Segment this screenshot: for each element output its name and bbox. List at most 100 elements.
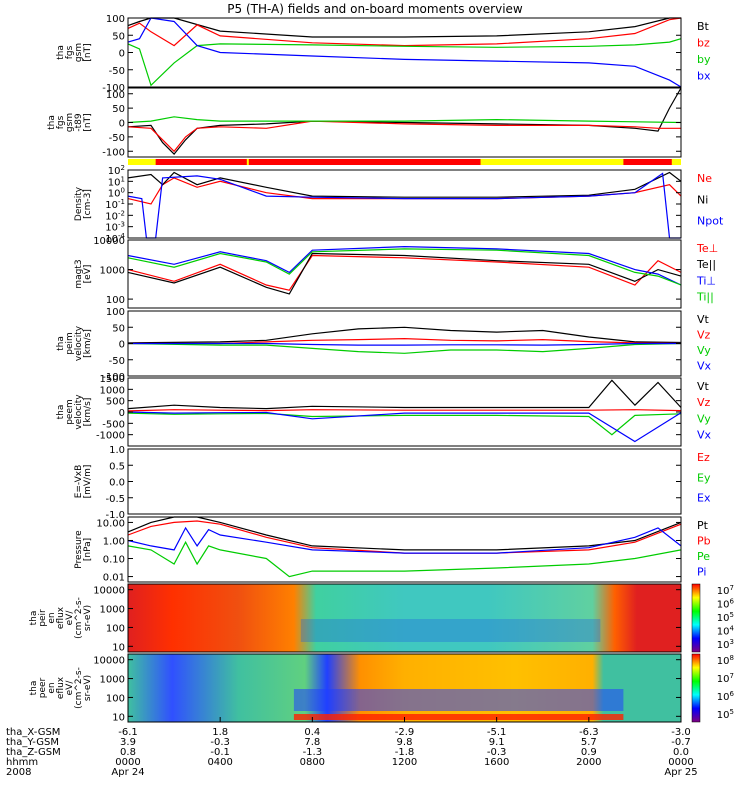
y-label-line: peir (38, 609, 48, 627)
legend-Vz: Vz (697, 328, 711, 341)
legend-bz: bz (697, 36, 710, 49)
x-tick-label: Apr 24 (111, 767, 144, 778)
legend-Vt: Vt (697, 380, 710, 393)
x-tick-label: -6.1 (118, 727, 138, 738)
series-line (127, 245, 682, 286)
panel-frame (127, 239, 682, 309)
x-tick-label: 0.0 (673, 747, 689, 758)
y-label-line: tha (29, 681, 39, 696)
series-line (127, 379, 682, 410)
series-line (127, 248, 682, 286)
y-tick-label: 100 (106, 295, 125, 306)
y-label-line: eV/ (65, 610, 75, 626)
x-tick-label: Apr 25 (664, 767, 697, 778)
y-tick-label: 0 (119, 49, 125, 60)
y-label-line: gsm (65, 113, 75, 132)
y-label-line: eV/ (65, 680, 75, 696)
series-line (127, 177, 682, 205)
legend-Pe: Pe (697, 550, 710, 563)
colorbar-label: 104 (717, 625, 735, 638)
panel-peer-eflux: 108 107 106 105 10000 1000 100 10 tha peer en eflux… (29, 653, 735, 723)
y-label-line: eflux (56, 676, 66, 699)
series-line (127, 412, 682, 436)
y-label-line: peim (65, 332, 75, 355)
y-tick-label: 0.5 (109, 461, 125, 472)
y-axis-label: tha fgs gsm -t89 [nT] (47, 113, 93, 132)
y-tick-label: 100 (108, 187, 125, 200)
colorbar-label: 107 (717, 672, 734, 685)
y-tick-label: 100 (106, 14, 125, 25)
x-tick-label: 0.8 (120, 747, 136, 758)
heatmap-peir-eflux (128, 584, 681, 652)
y-label-line: [km/s] (83, 398, 93, 427)
colorbar-label: 105 (717, 611, 734, 624)
y-tick-label: 1000 (100, 266, 125, 277)
y-tick-label: 100 (106, 307, 125, 318)
x-tick-label: 0800 (300, 757, 325, 768)
y-tick-label: -1000 (96, 431, 125, 442)
y-axis-label: E=-VxB [mV/m] (74, 465, 93, 499)
y-tick-label: 50 (112, 31, 125, 42)
y-axis-label: tha fgs gsm [nT] (56, 43, 93, 62)
legend-Te||: Te|| (696, 258, 716, 271)
y-label-line: gsm (74, 43, 84, 62)
x-tick-label: -0.7 (671, 737, 691, 748)
y-tick-label: 10.00 (96, 518, 125, 529)
y-label-line: tha (56, 405, 66, 420)
y-label-line: sr-eV) (83, 675, 93, 701)
y-tick-label: -50 (109, 133, 125, 144)
x-row-label: hhmm (6, 757, 38, 768)
legend-Ey: Ey (697, 471, 711, 484)
y-tick-label: 1.0 (109, 445, 125, 456)
series-line (128, 337, 682, 345)
x-tick-label: 0.9 (581, 747, 597, 758)
y-label-line: Pressure (74, 530, 84, 569)
y-axis-label: Pressure [nPa] (74, 530, 93, 569)
x-tick-label: -1.3 (303, 747, 323, 758)
y-label-line: [eV] (83, 265, 93, 284)
y-tick-label: -100 (102, 372, 125, 383)
y-label-line: [mV/m] (83, 465, 93, 499)
series-line (127, 326, 682, 344)
x-tick-label: 5.7 (581, 737, 597, 748)
x-tick-label: -1.8 (395, 747, 415, 758)
y-label-line: E=-VxB (74, 465, 84, 499)
legend-Ti||: Ti|| (696, 291, 714, 304)
legend-Ni: Ni (697, 193, 708, 206)
legend-Pt: Pt (697, 519, 709, 532)
panel-efield: 1.0 0.5 0.0 -0.5 -1.0 E=-VxB [mV/m] Ez Ey Ex (74, 445, 711, 521)
series-line (127, 116, 682, 124)
y-label-line: tha (29, 611, 39, 626)
series-line (127, 38, 682, 87)
x-row-label: tha_Z-GSM (6, 747, 61, 758)
series-line (127, 526, 682, 554)
y-tick-label: 0 (119, 119, 125, 130)
x-row-label: 2008 (6, 767, 31, 778)
legend-Ne: Ne (697, 172, 712, 185)
colorbar-label: 107 (717, 584, 734, 597)
x-tick-label: 0400 (207, 757, 232, 768)
y-label-line: fgs (56, 115, 66, 129)
y-axis-label: Density [cm-3] (74, 186, 93, 221)
x-tick-label: 1200 (392, 757, 417, 768)
legend-Ti⊥: Ti⊥ (696, 274, 716, 287)
legend-Pb: Pb (697, 534, 711, 547)
series-line (127, 411, 682, 443)
legend-Vt: Vt (697, 313, 710, 326)
panel-frame (127, 583, 682, 653)
y-label-line: tha (47, 115, 57, 130)
colorbar-peer-eflux (691, 653, 701, 723)
y-label-line: fgs (65, 45, 75, 59)
y-axis-label: tha peir en eflux eV/(cm^2-s-sr-eV) (29, 597, 93, 639)
y-tick-label: 1500 (100, 374, 125, 385)
y-tick-label: 0 (119, 408, 125, 419)
y-tick-label: -100 (102, 83, 125, 94)
y-tick-label: -50 (109, 356, 125, 367)
y-label-line: [nT] (83, 43, 93, 61)
x-tick-label: 0000 (668, 757, 693, 768)
y-label-line: tha (56, 336, 66, 351)
y-tick-label: 1000 (100, 385, 125, 396)
x-tick-label: 7.8 (304, 737, 320, 748)
series-line (127, 409, 682, 412)
